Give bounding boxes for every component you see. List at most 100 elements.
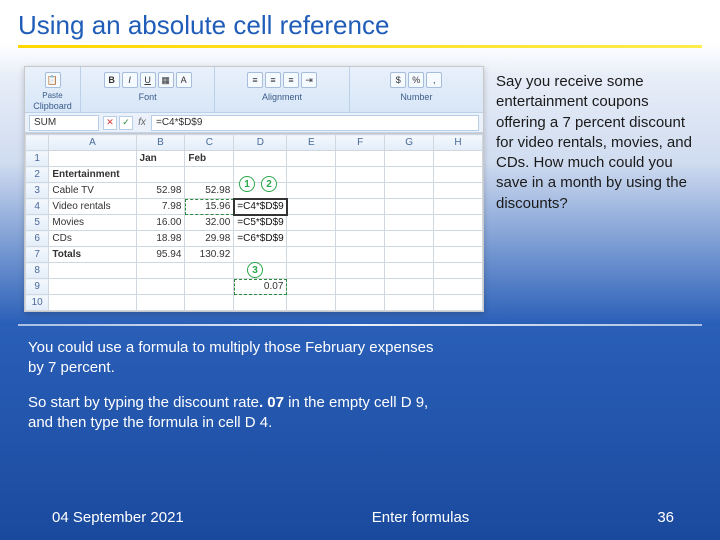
cell[interactable]: 29.98 [185,231,234,247]
name-box[interactable]: SUM [29,115,99,131]
italic-icon[interactable]: I [122,72,138,88]
row-header[interactable]: 7 [26,247,49,263]
border-icon[interactable]: ▦ [158,72,174,88]
cell[interactable] [287,151,336,167]
cell[interactable] [287,215,336,231]
col-header[interactable]: F [336,135,385,151]
cell[interactable] [136,279,185,295]
col-header[interactable]: G [385,135,434,151]
cell[interactable]: Movies [49,215,136,231]
row-header[interactable]: 5 [26,215,49,231]
cell[interactable]: 16.00 [136,215,185,231]
cell[interactable] [136,167,185,183]
cell[interactable]: 15.96 [185,199,234,215]
cell[interactable] [434,279,483,295]
cell[interactable]: =C6*$D$9 [234,231,287,247]
fontcolor-icon[interactable]: A [176,72,192,88]
cell[interactable]: Video rentals [49,199,136,215]
align-center-icon[interactable]: ≡ [265,72,281,88]
cell[interactable] [385,279,434,295]
cell[interactable] [434,247,483,263]
cell[interactable] [434,199,483,215]
cell[interactable] [434,151,483,167]
indent-icon[interactable]: ⇥ [301,72,317,88]
cell[interactable]: Entertainment [49,167,136,183]
cell[interactable] [434,215,483,231]
corner-cell[interactable] [26,135,49,151]
cell[interactable] [434,183,483,199]
col-header[interactable]: C [185,135,234,151]
cell[interactable] [287,295,336,311]
cell[interactable] [49,295,136,311]
cell[interactable] [434,231,483,247]
col-header[interactable]: H [434,135,483,151]
cell[interactable] [287,279,336,295]
cell[interactable] [49,279,136,295]
cell[interactable] [336,199,385,215]
active-cell[interactable]: =C4*$D$9 [234,199,287,215]
cell[interactable] [49,263,136,279]
cell[interactable] [336,231,385,247]
cell[interactable] [185,167,234,183]
cell[interactable] [385,295,434,311]
cell[interactable] [287,231,336,247]
cell[interactable] [336,279,385,295]
cell[interactable]: 52.98 [185,183,234,199]
col-header[interactable]: D [234,135,287,151]
cell[interactable]: 130.92 [185,247,234,263]
cell[interactable] [336,263,385,279]
spreadsheet-grid[interactable]: A B C D E F G H 1JanFeb 2Entertainment 3… [25,133,483,311]
percent-icon[interactable]: % [408,72,424,88]
cell[interactable]: 0.07 [234,279,287,295]
cell[interactable] [434,295,483,311]
align-right-icon[interactable]: ≡ [283,72,299,88]
comma-icon[interactable]: , [426,72,442,88]
cell[interactable]: Totals [49,247,136,263]
col-header[interactable]: B [136,135,185,151]
formula-bar[interactable]: =C4*$D$9 [151,115,479,131]
cell[interactable] [287,247,336,263]
cancel-formula-icon[interactable]: ✕ [103,116,117,130]
cell[interactable] [49,151,136,167]
cell[interactable]: 32.00 [185,215,234,231]
cell[interactable] [336,167,385,183]
cell[interactable] [385,263,434,279]
row-header[interactable]: 4 [26,199,49,215]
cell[interactable] [336,215,385,231]
cell[interactable] [385,199,434,215]
cell[interactable] [287,183,336,199]
cell[interactable] [434,167,483,183]
cell[interactable]: CDs [49,231,136,247]
cell[interactable] [385,151,434,167]
cell[interactable] [385,247,434,263]
cell[interactable] [287,167,336,183]
cell[interactable] [185,263,234,279]
cell[interactable]: 18.98 [136,231,185,247]
currency-icon[interactable]: $ [390,72,406,88]
col-header[interactable]: A [49,135,136,151]
cell[interactable] [136,263,185,279]
cell[interactable] [234,247,287,263]
cell[interactable] [385,167,434,183]
cell[interactable] [434,263,483,279]
col-header[interactable]: E [287,135,336,151]
cell[interactable]: Feb [185,151,234,167]
cell[interactable] [287,263,336,279]
cell[interactable] [385,231,434,247]
cell[interactable] [336,183,385,199]
cell[interactable] [385,183,434,199]
cell[interactable]: 7.98 [136,199,185,215]
cell[interactable] [336,151,385,167]
row-header[interactable]: 2 [26,167,49,183]
bold-icon[interactable]: B [104,72,120,88]
cell[interactable] [336,295,385,311]
paste-icon[interactable]: 📋 [45,72,61,88]
row-header[interactable]: 8 [26,263,49,279]
fx-icon[interactable]: fx [133,117,151,128]
cell[interactable]: 95.94 [136,247,185,263]
row-header[interactable]: 1 [26,151,49,167]
row-header[interactable]: 9 [26,279,49,295]
cell[interactable] [185,279,234,295]
underline-icon[interactable]: U [140,72,156,88]
cell[interactable] [336,247,385,263]
